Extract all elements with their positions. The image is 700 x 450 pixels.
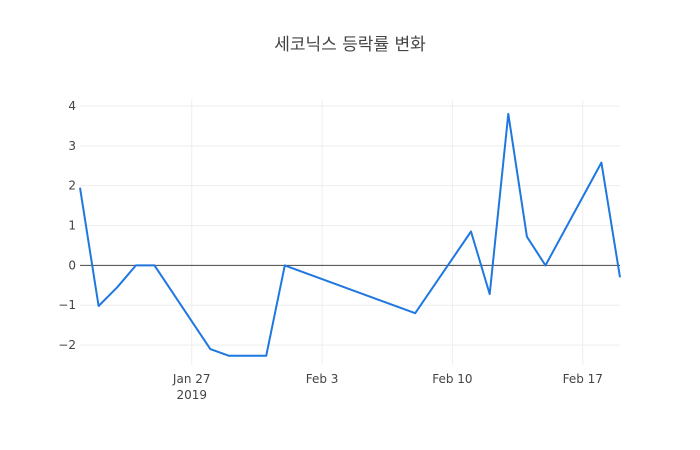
y-tick-label: 1	[68, 219, 76, 233]
y-tick-label: −1	[58, 298, 76, 312]
data-point	[468, 229, 474, 235]
data-point	[207, 346, 213, 352]
data-point	[598, 160, 604, 166]
data-point	[617, 274, 623, 280]
data-point	[152, 262, 158, 268]
data-point	[133, 262, 139, 268]
x-tick-label: Jan 27	[172, 372, 211, 386]
x-tick-label: Feb 10	[432, 372, 472, 386]
grid-layer	[80, 100, 620, 365]
data-point	[96, 303, 102, 309]
data-point	[114, 284, 120, 290]
data-point	[412, 310, 418, 316]
data-point	[245, 353, 251, 359]
x-tick-sublabel: 2019	[176, 388, 207, 402]
x-tick-label: Feb 3	[306, 372, 339, 386]
data-point	[543, 262, 549, 268]
chart-title: 세코닉스 등락률 변화	[274, 35, 426, 55]
y-tick-label: 3	[68, 139, 76, 153]
data-point	[487, 291, 493, 297]
axis-layer: 4 3 2 1 0 −1 −2 Jan 27 2019 Feb 3 Feb 10 Feb 17	[58, 99, 620, 402]
data-point	[77, 185, 83, 191]
series-layer	[77, 111, 623, 359]
data-point	[524, 234, 530, 240]
x-tick-label: Feb 17	[563, 372, 603, 386]
y-tick-label: −2	[58, 338, 76, 352]
y-tick-label: 2	[68, 179, 76, 193]
data-point	[505, 111, 511, 117]
data-point	[263, 353, 269, 359]
series-line	[79, 112, 621, 357]
data-point	[226, 353, 232, 359]
data-point	[282, 262, 288, 268]
y-tick-label: 4	[68, 99, 76, 113]
y-tick-label: 0	[68, 258, 76, 272]
